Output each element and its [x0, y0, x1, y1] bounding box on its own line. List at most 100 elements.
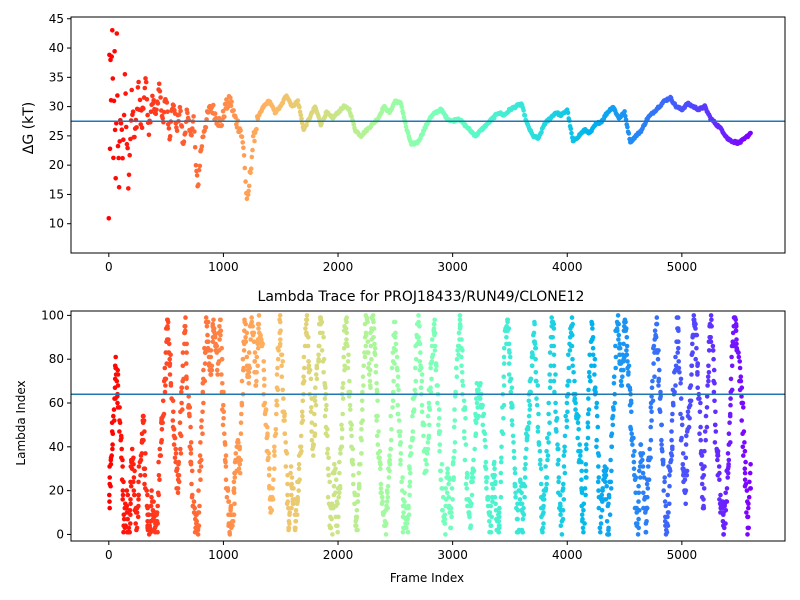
lambda-point — [256, 326, 261, 331]
lambda-point — [299, 448, 304, 454]
lambda-point — [272, 448, 277, 454]
lambda-point — [383, 532, 389, 537]
lambda-point — [344, 337, 349, 342]
lambda-point — [525, 424, 531, 430]
lambda-point — [163, 383, 168, 388]
lambda-point — [179, 385, 185, 391]
lambda-point — [429, 376, 434, 382]
lambda-point — [692, 319, 697, 325]
delta-g-point — [522, 113, 528, 118]
lambda-point — [490, 486, 496, 491]
lambda-point — [725, 451, 731, 456]
lambda-point — [432, 348, 438, 353]
lambda-point — [323, 385, 328, 391]
lambda-point — [433, 367, 439, 373]
delta-g-point — [166, 126, 172, 131]
lambda-point — [640, 457, 645, 463]
lambda-point — [683, 501, 688, 507]
lambda-point — [298, 433, 304, 439]
lambda-point — [662, 479, 667, 485]
lambda-point — [645, 464, 651, 469]
lambda-point — [592, 372, 597, 377]
lambda-point — [609, 444, 615, 450]
lambda-point — [110, 446, 115, 452]
lambda-point — [278, 328, 283, 334]
lambda-point — [252, 359, 257, 364]
lambda-point — [538, 457, 543, 463]
lambda-point — [578, 453, 583, 458]
lambda-y-tick-label: 20 — [49, 484, 64, 498]
lambda-point — [704, 405, 710, 410]
lambda-point — [479, 405, 485, 410]
lambda-point — [654, 321, 659, 327]
lambda-point — [678, 381, 683, 386]
lambda-point — [665, 492, 670, 498]
lambda-point — [218, 332, 223, 338]
lambda-point — [533, 356, 538, 362]
lambda-point — [710, 348, 716, 353]
lambda-point — [487, 519, 492, 524]
lambda-point — [115, 372, 121, 377]
lambda-point — [597, 525, 603, 531]
lambda-point — [460, 378, 465, 384]
lambda-point — [744, 510, 749, 515]
delta-g-point — [132, 134, 137, 140]
lambda-point — [459, 363, 464, 369]
lambda-point — [501, 361, 507, 366]
delta-g-point — [246, 183, 252, 189]
lambda-point — [385, 505, 391, 511]
lambda-point — [687, 402, 693, 408]
lambda-point — [341, 354, 347, 360]
lambda-point — [272, 453, 277, 458]
lambda-point — [386, 475, 392, 480]
lambda-point — [275, 356, 281, 362]
lambda-point — [538, 481, 544, 487]
lambda-point — [437, 416, 442, 421]
lambda-point — [688, 398, 694, 404]
lambda-point — [562, 448, 567, 454]
lambda-point — [408, 470, 413, 476]
lambda-point — [142, 429, 147, 434]
lambda-point — [747, 470, 753, 476]
lambda-point — [402, 499, 407, 504]
lambda-point — [492, 473, 498, 478]
lambda-point — [340, 381, 346, 386]
lambda-point — [437, 442, 443, 447]
lambda-panel: Lambda Trace for PROJ18433/RUN49/CLONE12… — [14, 289, 786, 585]
lambda-point — [111, 407, 117, 412]
lambda-point — [371, 335, 376, 340]
lambda-point — [622, 317, 628, 323]
lambda-point — [521, 505, 526, 511]
lambda-point — [661, 488, 666, 493]
lambda-point — [649, 418, 654, 423]
lambda-point — [378, 462, 383, 467]
lambda-point — [366, 361, 372, 366]
lambda-point — [136, 492, 141, 498]
lambda-point — [108, 462, 114, 467]
lambda-point — [301, 378, 307, 384]
delta-g-x-tick-label: 5000 — [667, 260, 698, 274]
lambda-point — [420, 422, 426, 428]
lambda-point — [325, 427, 330, 432]
lambda-point — [626, 372, 631, 377]
lambda-point — [683, 488, 689, 493]
lambda-point — [121, 516, 127, 522]
lambda-point — [657, 409, 663, 415]
lambda-point — [438, 468, 444, 474]
lambda-point — [713, 429, 719, 434]
lambda-point — [633, 521, 639, 526]
delta-g-point — [115, 143, 121, 149]
lambda-point — [149, 488, 154, 493]
lambda-point — [548, 378, 553, 384]
lambda-point — [279, 374, 285, 380]
lambda-point — [353, 523, 358, 528]
delta-g-point — [189, 132, 194, 138]
lambda-point — [340, 411, 346, 417]
lambda-point — [393, 330, 398, 336]
lambda-point — [188, 451, 194, 456]
lambda-point — [701, 505, 707, 511]
delta-g-point — [139, 125, 145, 130]
lambda-point — [510, 405, 515, 410]
lambda-point — [195, 532, 201, 537]
delta-g-point — [248, 170, 253, 176]
